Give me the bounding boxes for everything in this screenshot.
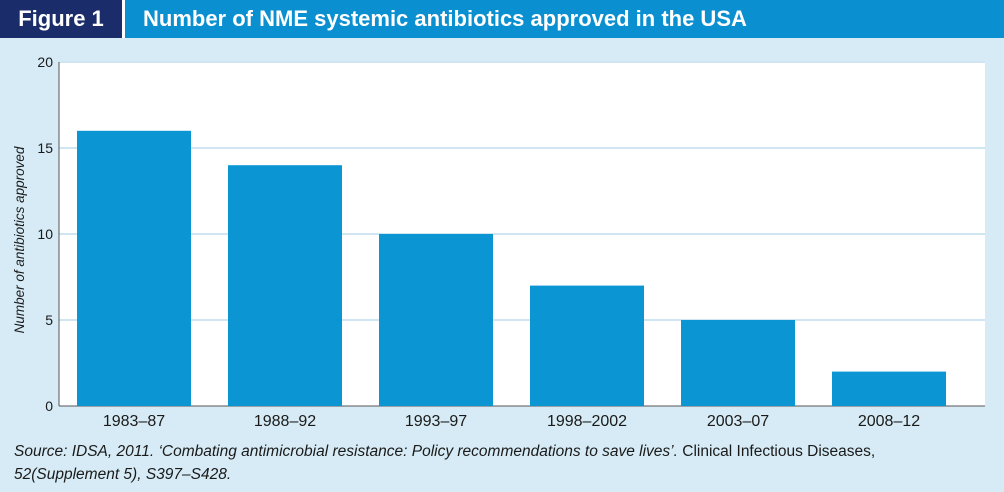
x-tick-label: 2008–12 [858,413,920,430]
y-tick-label: 5 [45,312,53,328]
figure-title: Number of NME systemic antibiotics appro… [125,0,1004,38]
bar-5 [681,320,796,406]
bar-6 [832,371,947,406]
source-journal: Clinical Infectious Diseases, [677,443,876,460]
figure-header: Figure 1 Number of NME systemic antibiot… [0,0,1004,38]
bar-4 [530,285,645,406]
y-axis-title: Number of antibiotics approved [12,146,27,333]
bar-chart: 0 5 10 15 20 1983–87 1988–92 1993–97 1998–2002 20… [12,54,985,430]
y-tick-label: 20 [37,54,53,70]
bar-3 [379,234,494,406]
y-tick-label: 15 [37,140,53,156]
source-citation: Source: IDSA, 2011. ‘Combating antimicro… [14,440,994,486]
x-tick-label: 2003–07 [707,413,769,430]
source-citation-italic: Source: IDSA, 2011. ‘Combating antimicro… [14,443,678,460]
header-divider [122,0,125,38]
source-volume: 52(Supplement 5), S397–S428. [14,466,232,483]
x-tick-label: 1998–2002 [547,413,627,430]
y-tick-label: 10 [37,226,53,242]
bar-1 [77,130,192,407]
bar-2 [228,165,343,406]
y-tick-label: 0 [45,398,53,414]
x-tick-label: 1993–97 [405,413,467,430]
x-tick-label: 1983–87 [103,413,165,430]
x-tick-label: 1988–92 [254,413,316,430]
figure-label: Figure 1 [0,0,122,38]
